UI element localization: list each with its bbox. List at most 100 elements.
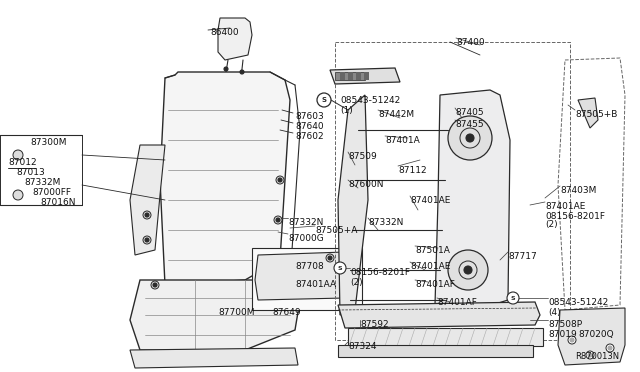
- Polygon shape: [338, 95, 368, 315]
- Circle shape: [145, 238, 149, 242]
- Text: 87640: 87640: [295, 122, 324, 131]
- Circle shape: [608, 346, 612, 350]
- Text: (2): (2): [545, 220, 557, 229]
- Circle shape: [464, 266, 472, 274]
- Text: 87401AE: 87401AE: [410, 196, 451, 205]
- Text: 87019: 87019: [548, 330, 577, 339]
- Polygon shape: [130, 145, 165, 255]
- Text: 87708: 87708: [295, 262, 324, 271]
- Bar: [252, 248, 362, 310]
- Circle shape: [570, 338, 574, 342]
- Circle shape: [274, 216, 282, 224]
- Text: 87649: 87649: [272, 308, 301, 317]
- Circle shape: [143, 211, 151, 219]
- Bar: [348, 328, 543, 346]
- Bar: [348, 72, 353, 80]
- Text: 87455: 87455: [455, 120, 484, 129]
- Text: S: S: [338, 266, 342, 270]
- Text: 08543-51242: 08543-51242: [548, 298, 608, 307]
- Circle shape: [145, 213, 149, 217]
- Polygon shape: [578, 98, 598, 128]
- Circle shape: [568, 336, 576, 344]
- Text: (4): (4): [548, 308, 561, 317]
- Text: 08156-8201F: 08156-8201F: [545, 212, 605, 221]
- Circle shape: [328, 256, 332, 260]
- Text: 87603: 87603: [295, 112, 324, 121]
- Circle shape: [334, 262, 346, 274]
- Polygon shape: [435, 90, 510, 315]
- Text: 87700M: 87700M: [218, 308, 255, 317]
- Circle shape: [586, 351, 594, 359]
- Text: 87401AA: 87401AA: [295, 280, 336, 289]
- Circle shape: [151, 281, 159, 289]
- Text: 87592: 87592: [360, 320, 388, 329]
- Polygon shape: [330, 68, 400, 84]
- Bar: [0, 135, 82, 205]
- Text: 87332N: 87332N: [288, 218, 323, 227]
- Bar: [335, 42, 570, 340]
- Text: 87505+B: 87505+B: [575, 110, 618, 119]
- Circle shape: [276, 218, 280, 222]
- Text: 87401AF: 87401AF: [415, 280, 455, 289]
- Text: 87442M: 87442M: [378, 110, 414, 119]
- Polygon shape: [255, 252, 350, 300]
- Circle shape: [276, 176, 284, 184]
- Bar: [340, 72, 345, 80]
- Circle shape: [448, 116, 492, 160]
- Text: 08543-51242: 08543-51242: [340, 96, 400, 105]
- Polygon shape: [130, 280, 300, 350]
- Text: 87501A: 87501A: [415, 246, 450, 255]
- Text: 87405: 87405: [455, 108, 484, 117]
- Text: 87000FF: 87000FF: [32, 188, 71, 197]
- Circle shape: [13, 190, 23, 200]
- Text: 87400: 87400: [456, 38, 484, 47]
- Text: 87300M: 87300M: [30, 138, 67, 147]
- Polygon shape: [558, 308, 625, 365]
- Text: S: S: [321, 97, 326, 103]
- Text: 87505+A: 87505+A: [315, 226, 357, 235]
- Text: 87401AE: 87401AE: [410, 262, 451, 271]
- Bar: [338, 345, 533, 357]
- Text: (1): (1): [340, 106, 353, 115]
- Text: (2): (2): [350, 278, 363, 287]
- Circle shape: [143, 236, 151, 244]
- Bar: [356, 72, 361, 80]
- Bar: [335, 72, 365, 80]
- Circle shape: [588, 353, 592, 357]
- Circle shape: [153, 283, 157, 287]
- Text: 87016N: 87016N: [40, 198, 76, 207]
- Text: 87013: 87013: [16, 168, 45, 177]
- Text: 87332M: 87332M: [24, 178, 60, 187]
- Circle shape: [606, 344, 614, 352]
- Text: 08156-8201F: 08156-8201F: [350, 268, 410, 277]
- Circle shape: [278, 178, 282, 182]
- Text: 86400: 86400: [210, 28, 239, 37]
- Polygon shape: [130, 348, 298, 368]
- Circle shape: [13, 150, 23, 160]
- Text: 87403M: 87403M: [560, 186, 596, 195]
- Circle shape: [317, 93, 331, 107]
- Polygon shape: [338, 302, 540, 328]
- Circle shape: [326, 254, 334, 262]
- Text: 87508P: 87508P: [548, 320, 582, 329]
- Text: R870013N: R870013N: [575, 352, 619, 361]
- Text: 87401AE: 87401AE: [545, 202, 586, 211]
- Text: 87000G: 87000G: [288, 234, 324, 243]
- Circle shape: [240, 70, 244, 74]
- Circle shape: [466, 134, 474, 142]
- Circle shape: [224, 67, 228, 71]
- Text: 87112: 87112: [398, 166, 427, 175]
- Text: 87332N: 87332N: [368, 218, 403, 227]
- Text: 87509: 87509: [348, 152, 377, 161]
- Circle shape: [448, 250, 488, 290]
- Text: 87602: 87602: [295, 132, 324, 141]
- Polygon shape: [218, 18, 252, 60]
- Text: 87717: 87717: [508, 252, 537, 261]
- Text: 87020Q: 87020Q: [578, 330, 614, 339]
- Bar: [364, 72, 369, 80]
- Text: S: S: [511, 295, 515, 301]
- Text: 87600N: 87600N: [348, 180, 383, 189]
- Circle shape: [507, 292, 519, 304]
- Text: 87401A: 87401A: [385, 136, 420, 145]
- Polygon shape: [160, 72, 290, 285]
